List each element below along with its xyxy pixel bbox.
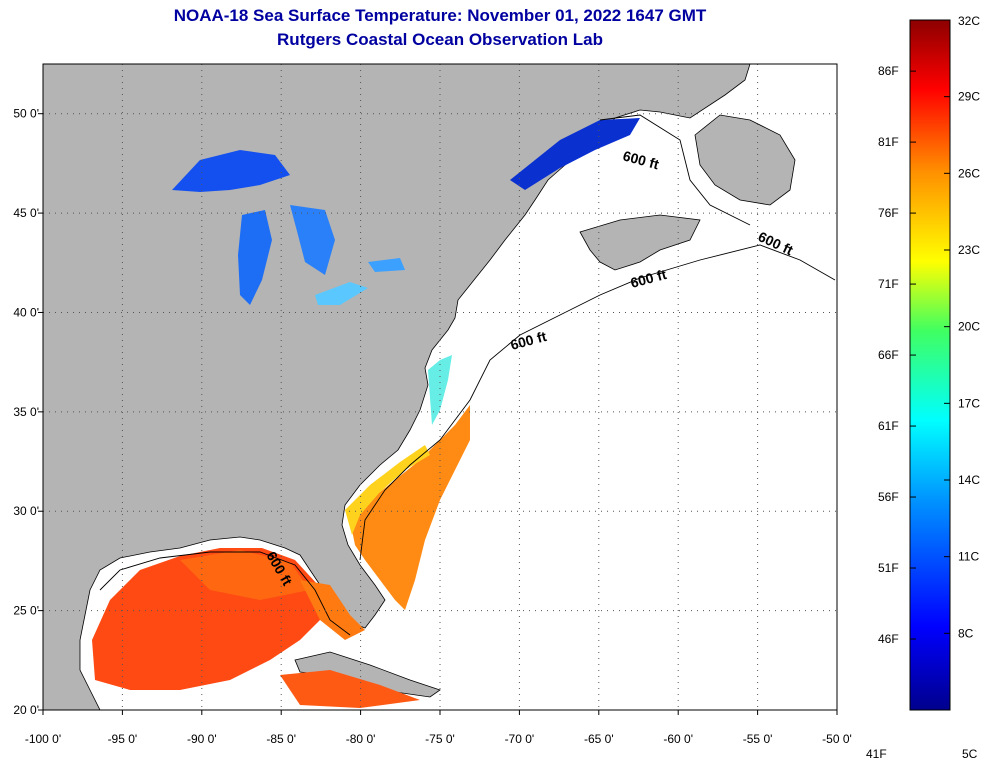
colorbar-bottom-c-label: 5C — [962, 747, 978, 761]
lake-erie — [315, 282, 368, 305]
colorbar-top-label: 32C — [958, 14, 980, 28]
colorbar-c-label: 8C — [958, 626, 974, 640]
x-tick-label: -80 0' — [346, 732, 376, 746]
y-tick-label: 35 0' — [13, 405, 39, 419]
sst-gulf-warm-patch — [180, 550, 310, 600]
colorbar-f-label: 61F — [878, 419, 899, 433]
sst-coastal-yellow — [345, 445, 430, 535]
colorbar-f-label: 76F — [878, 206, 899, 220]
x-tick-label: -90 0' — [187, 732, 217, 746]
y-tick-label: 45 0' — [13, 206, 39, 220]
colorbar-c-label: 23C — [958, 243, 980, 257]
x-tick-label: -55 0' — [743, 732, 773, 746]
sst-caribbean — [280, 670, 420, 708]
colorbar-c-label: 20C — [958, 320, 980, 334]
colorbar — [909, 19, 951, 711]
x-tick-label: -85 0' — [266, 732, 296, 746]
lake-ontario — [368, 258, 405, 272]
y-tick-label: 20 0' — [13, 703, 39, 717]
colorbar-c-label: 11C — [958, 550, 979, 564]
colorbar-c-label: 26C — [958, 166, 980, 180]
colorbar-c-label: 17C — [958, 396, 980, 410]
lake-huron — [290, 205, 335, 275]
colorbar-f-label: 86F — [878, 64, 899, 78]
x-tick-label: -75 0' — [425, 732, 455, 746]
st-lawrence — [510, 118, 640, 190]
land-maritimes — [579, 214, 701, 271]
x-tick-label: -50 0' — [822, 732, 852, 746]
colorbar-f-label: 81F — [878, 135, 899, 149]
sst-gulf-stream — [350, 405, 470, 610]
y-axis: 50 0' 45 0' 40 0' 35 0' 30 0' 25 0' 20 0' — [13, 107, 43, 717]
x-tick-label: -100 0' — [25, 732, 61, 746]
colorbar-f-label: 56F — [878, 490, 899, 504]
colorbar-f-label: 46F — [878, 632, 899, 646]
map-title: NOAA-18 Sea Surface Temperature: Novembe… — [173, 6, 707, 25]
colorbar-f-label: 71F — [878, 277, 899, 291]
x-tick-label: -95 0' — [108, 732, 138, 746]
grid-lines — [43, 64, 837, 710]
contour-600ft-atlantic — [359, 244, 836, 561]
lake-michigan — [238, 210, 272, 305]
y-tick-label: 40 0' — [13, 305, 39, 319]
x-tick-label: -60 0' — [663, 732, 693, 746]
sst-florida-shelf — [300, 580, 365, 640]
colorbar-f-label: 66F — [878, 348, 899, 362]
sst-mid-atlantic-cyan — [428, 355, 452, 425]
y-tick-label: 30 0' — [13, 504, 39, 518]
y-tick-label: 50 0' — [13, 107, 39, 121]
colorbar-c-label: 29C — [958, 90, 980, 104]
x-tick-label: -65 0' — [584, 732, 614, 746]
y-tick-label: 25 0' — [13, 604, 39, 618]
contour-600ft-gulf-of-stlawrence — [599, 114, 751, 226]
colorbar-bottom-f-label: 41F — [866, 747, 887, 761]
colorbar-f-label: 51F — [878, 561, 899, 575]
land-newfoundland — [694, 114, 796, 206]
x-tick-label: -70 0' — [505, 732, 535, 746]
contour-600ft — [99, 551, 351, 636]
colorbar-c-label: 14C — [958, 473, 980, 487]
x-axis: -100 0' -95 0' -90 0' -85 0' -80 0' -75 0' -70… — [25, 710, 852, 746]
map-subtitle: Rutgers Coastal Ocean Observation Lab — [277, 30, 603, 49]
colorbar-ticks: 29C 26C 23C 20C 17C 14C 11C 8C 86F 81F 76F 71F 66F 61… — [878, 64, 980, 646]
